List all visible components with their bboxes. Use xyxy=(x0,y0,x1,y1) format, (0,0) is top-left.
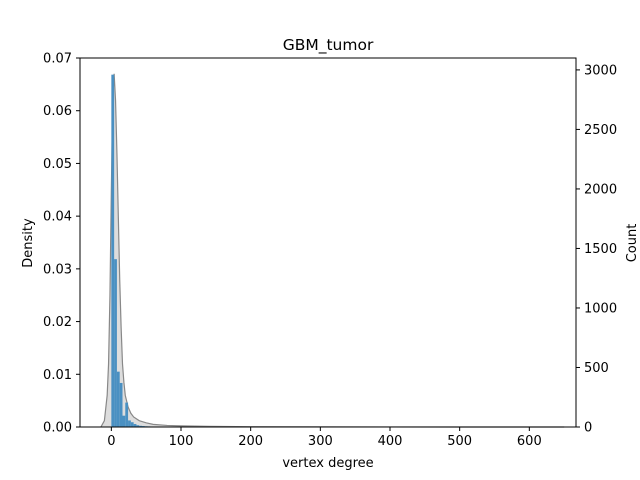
x-tick-label: 100 xyxy=(169,434,194,449)
y-left-tick-label: 0.05 xyxy=(43,157,72,172)
histogram-bar xyxy=(122,415,126,427)
y-left-tick-label: 0.06 xyxy=(43,104,72,119)
histogram-bar xyxy=(125,402,129,427)
y-right-tick-label: 1500 xyxy=(584,242,617,257)
y-left-tick-label: 0.01 xyxy=(43,368,72,383)
y-right-tick-label: 2000 xyxy=(584,182,617,197)
histogram-bar xyxy=(116,371,120,427)
histogram-bar xyxy=(133,424,137,427)
x-tick-label: 300 xyxy=(308,434,333,449)
x-axis-label: vertex degree xyxy=(282,456,373,471)
y-right-tick-label: 0 xyxy=(584,421,592,436)
y-axis-right-label: Count xyxy=(625,224,640,263)
x-tick-label: 200 xyxy=(238,434,263,449)
y-axis-right: 0 500 1000 1500 2000 2500 3000 xyxy=(576,63,617,436)
histogram-bar xyxy=(130,422,134,427)
histogram-bar xyxy=(111,74,115,427)
y-left-tick-label: 0.07 xyxy=(43,52,72,67)
y-right-tick-label: 1000 xyxy=(584,301,617,316)
y-right-tick-label: 500 xyxy=(584,361,609,376)
y-left-tick-label: 0.02 xyxy=(43,315,72,330)
histogram-bar xyxy=(128,420,131,427)
y-axis-left-label: Density xyxy=(21,218,36,268)
plot-area xyxy=(80,58,576,427)
y-left-tick-label: 0.03 xyxy=(43,262,72,277)
x-tick-label: 0 xyxy=(107,434,115,449)
axes-frame xyxy=(79,57,577,428)
axes-border xyxy=(79,57,577,428)
y-left-tick-label: 0.00 xyxy=(43,421,72,436)
x-tick-label: 400 xyxy=(378,434,403,449)
x-tick-label: 500 xyxy=(447,434,472,449)
y-right-tick-label: 3000 xyxy=(584,63,617,78)
chart-title: GBM_tumor xyxy=(283,36,374,55)
histogram-bar xyxy=(114,259,117,427)
plot-background xyxy=(80,58,576,427)
y-right-tick-label: 2500 xyxy=(584,123,617,138)
histogram-bar xyxy=(136,425,140,427)
y-left-tick-label: 0.04 xyxy=(43,210,72,225)
histogram-bar xyxy=(139,425,142,427)
histogram-bar xyxy=(119,382,123,427)
x-tick-label: 600 xyxy=(517,434,542,449)
y-axis-left: 0.00 0.01 0.02 0.03 0.04 0.05 0.06 0.07 xyxy=(43,52,80,436)
x-axis: 0 100 200 300 400 500 600 xyxy=(107,427,542,449)
